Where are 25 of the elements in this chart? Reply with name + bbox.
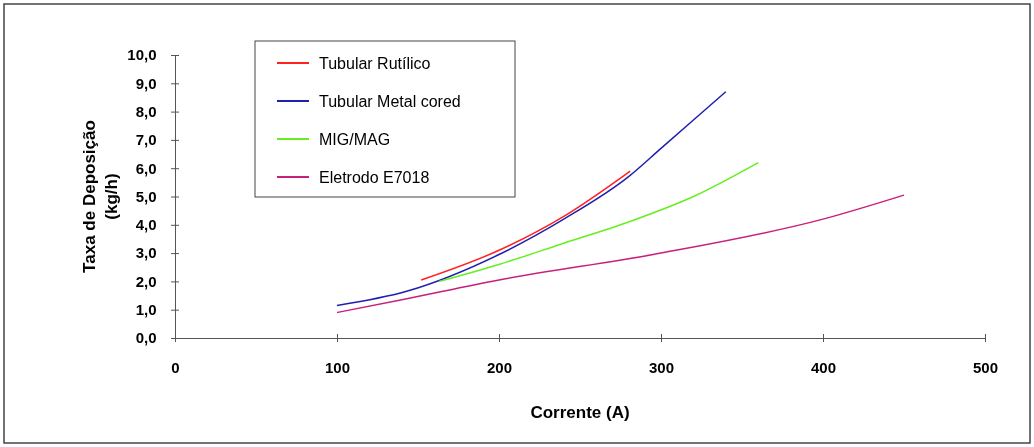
x-axis-title: Corrente (A)	[530, 403, 630, 422]
y-tick-label: 4,0	[135, 216, 157, 234]
y-tick-label: 0,0	[135, 329, 157, 347]
y-tick-label: 2,0	[135, 272, 157, 290]
legend-label: MIG/MAG	[319, 130, 391, 148]
y-tick-label: 3,0	[135, 244, 157, 262]
legend-label: Tubular Rutílico	[319, 54, 431, 72]
y-tick-label: 8,0	[135, 102, 157, 120]
x-tick-label: 100	[324, 359, 351, 376]
x-tick-label: 200	[486, 359, 513, 376]
x-tick-label: 300	[648, 359, 675, 376]
x-tick-label: 500	[972, 359, 999, 376]
y-tick-label: 7,0	[135, 131, 157, 149]
legend-label: Eletrodo E7018	[319, 168, 430, 186]
y-tick-label: 10,0	[127, 46, 157, 64]
y-tick-label: 5,0	[135, 187, 157, 205]
y-tick-label: 6,0	[135, 159, 157, 177]
legend-label: Tubular Metal cored	[319, 92, 461, 110]
y-axis-title: Taxa de Deposição (kg/h)	[80, 120, 122, 273]
y-tick-label: 9,0	[135, 74, 157, 92]
x-tick-label: 400	[810, 359, 837, 376]
y-tick-label: 1,0	[135, 301, 157, 318]
x-tick-label: 0	[171, 359, 180, 376]
line-series	[336, 194, 905, 314]
line-series	[438, 161, 759, 283]
